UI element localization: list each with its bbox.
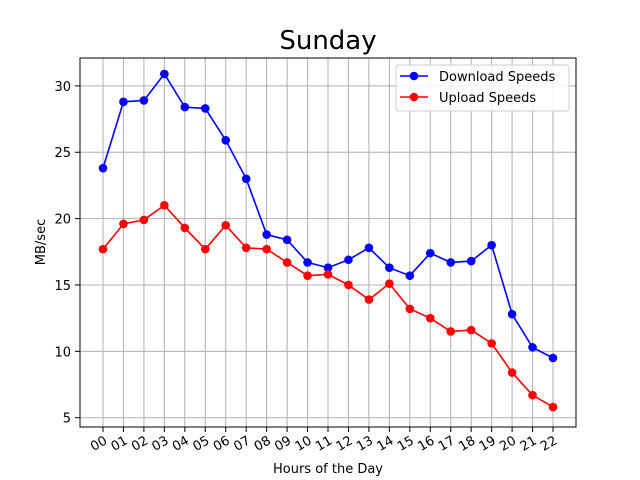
series-layer [98,69,558,412]
x-tick-label: 02 [129,433,151,454]
x-tick-label: 10 [293,433,315,454]
x-tick-label: 08 [252,433,274,454]
legend-label-0: Download Speeds [439,70,556,85]
x-tick-label: 07 [231,433,253,454]
series-point-1 [446,327,456,336]
series-point-1 [548,402,558,412]
series-point-0 [241,174,251,184]
series-point-0 [487,240,496,250]
x-tick-label: 05 [190,433,212,454]
x-tick-label: 17 [436,433,458,454]
series-point-0 [425,248,435,258]
series-point-1 [262,244,271,254]
series-point-1 [282,258,292,267]
x-tick-label: 14 [375,433,397,454]
series-point-1 [303,271,312,280]
series-point-1 [507,368,517,377]
legend-marker-1 [409,92,419,102]
legend-marker-0 [409,71,419,81]
series-point-0 [344,255,353,265]
legend-box [395,64,570,112]
x-tick-label: 19 [477,433,499,454]
series-point-0 [385,263,394,273]
series-point-1 [221,220,231,230]
series-point-1 [528,390,537,400]
x-tick-label: 12 [334,433,356,454]
x-tick-label: 11 [313,433,335,454]
series-point-0 [548,353,558,363]
series-point-1 [200,244,210,254]
series-point-0 [180,102,190,112]
series-point-0 [405,271,415,280]
series-point-1 [180,223,190,233]
y-tick-label: 10 [54,345,71,360]
x-tick-label: 22 [538,433,560,454]
x-axis-label: Hours of the Day [273,462,383,477]
series-point-1 [98,244,108,254]
x-tick-label: 03 [150,433,172,454]
x-tick-label: 18 [456,433,478,454]
series-point-0 [139,96,149,105]
series-point-0 [282,235,292,245]
y-tick-label: 5 [63,412,71,427]
series-point-1 [425,313,435,323]
series-point-1 [385,279,394,288]
series-point-1 [323,270,333,279]
x-tick-label: 16 [415,433,437,454]
series-point-0 [446,258,456,267]
x-tick-label: 06 [211,433,233,454]
series-point-1 [139,215,149,225]
series-point-0 [160,69,169,79]
chart-title: Sunday [279,26,376,56]
y-axis-ticks: 5 10 15 20 25 30 [54,80,80,427]
x-axis-ticks: 0001020304050607080910111213141516171819… [88,427,560,455]
series-point-0 [262,230,271,239]
series-point-0 [466,256,476,266]
x-tick-label: 00 [88,433,110,454]
series-point-1 [466,325,476,335]
y-tick-label: 20 [54,213,71,228]
series-point-1 [405,304,415,314]
x-tick-label: 20 [497,433,519,454]
x-tick-label: 13 [354,433,376,454]
y-tick-label: 30 [54,80,71,95]
legend-label-1: Upload Speeds [439,91,536,106]
series-point-1 [160,201,169,210]
series-point-0 [323,263,333,273]
series-point-1 [487,339,496,348]
y-axis-label: MB/sec [34,219,49,265]
series-point-0 [98,163,108,173]
series-point-1 [119,219,128,229]
series-point-0 [528,343,537,352]
y-tick-label: 25 [54,146,71,161]
x-tick-label: 01 [109,433,131,454]
series-point-0 [119,97,128,107]
legend: Download Speeds Upload Speeds [395,64,570,112]
series-point-1 [344,280,353,290]
y-tick-label: 15 [54,279,71,294]
grid-lines [80,58,576,427]
series-point-0 [200,104,210,113]
x-tick-label: 21 [518,433,540,454]
x-tick-label: 04 [170,433,192,454]
series-point-1 [241,243,251,253]
series-point-0 [221,135,231,145]
series-point-0 [364,243,374,253]
series-point-0 [303,258,312,267]
series-point-1 [364,295,374,304]
x-tick-label: 15 [395,433,417,454]
x-tick-label: 09 [272,433,294,454]
plot-frame [79,57,577,428]
series-point-0 [507,309,517,319]
